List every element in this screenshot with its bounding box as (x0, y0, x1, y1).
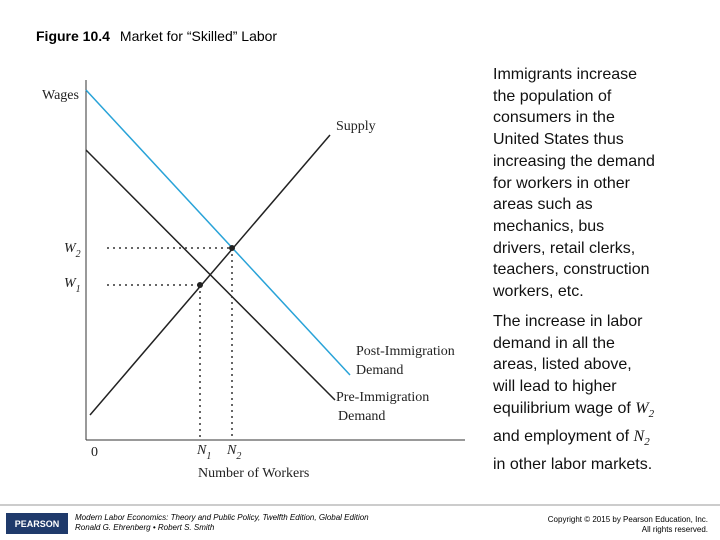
supply-label: Supply (336, 119, 376, 134)
text-line: and employment of N2 (493, 426, 654, 454)
logo: PEARSON (15, 519, 60, 529)
pre-demand-curve (85, 149, 336, 401)
w2-letter: W (64, 241, 77, 256)
text-line: in other labor markets. (493, 455, 653, 473)
figure-number: Figure 10.4 (36, 28, 110, 44)
n1-letter: N (196, 443, 207, 458)
paragraph: The increase in labor demand in all the ar… (493, 311, 654, 475)
text-line: areas such as (493, 196, 593, 214)
n1-label: N1 (196, 443, 211, 462)
text-line: areas, listed above, (493, 356, 632, 374)
y-axis-label: Wages (42, 88, 79, 103)
x-axis-label: Number of Workers (198, 466, 309, 481)
text-line: consumers in the (493, 109, 615, 127)
text-line: equilibrium wage of W2 (493, 398, 654, 426)
book: Modern Labor Economics: Theory and Publi… (75, 513, 369, 522)
post-demand-label: Demand (356, 363, 403, 378)
n1-sub: 1 (206, 451, 211, 462)
text-line: demand in all the (493, 334, 615, 352)
text-line: workers, etc. (493, 283, 584, 301)
text-line: teachers, construction (493, 261, 650, 279)
pre-demand-label: Pre-Immigration (336, 390, 429, 405)
lines: The increase in labor demand in all the ar… (493, 311, 654, 398)
paragraph: Immigrants increase the population of cons… (493, 64, 655, 303)
text: and employment of (493, 427, 634, 445)
text-line: for workers in other (493, 174, 630, 192)
w1-sub: 1 (76, 284, 81, 295)
text-line: will lead to higher (493, 378, 617, 396)
symbol: N (633, 427, 645, 445)
post-demand-label: Post-Immigration (356, 344, 455, 359)
n2-letter: N (226, 443, 237, 458)
text-line: increasing the demand (493, 152, 655, 170)
authors: Ronald G. Ehrenberg • Robert S. Smith (75, 523, 215, 532)
w2-label: W2 (64, 241, 81, 260)
pre-demand-label: Demand (338, 409, 385, 424)
new-equilibrium (229, 245, 235, 251)
text-line: drivers, retail clerks, (493, 239, 636, 257)
figure-title: Market for “Skilled” Labor (119, 28, 278, 44)
w2-sub: 2 (76, 249, 81, 260)
text: equilibrium wage of (493, 399, 636, 417)
header: Figure 10.4 Market for “Skilled” Labor (36, 28, 277, 44)
w1-label: W1 (64, 276, 81, 295)
text-line: Immigrants increase (493, 66, 638, 83)
text-line: United States thus (493, 131, 624, 149)
logo-box (6, 513, 68, 534)
n2-sub: 2 (236, 451, 241, 462)
n2-label: N2 (226, 443, 241, 462)
text-line: The increase in labor (493, 313, 643, 330)
subscript: 2 (648, 408, 655, 420)
post-demand-curve (85, 89, 351, 376)
subscript: 2 (644, 435, 650, 448)
copyright: Copyright © 2015 by Pearson Education, I… (548, 515, 708, 535)
w1-letter: W (64, 276, 77, 291)
old-equilibrium (197, 282, 203, 288)
book-credit: Modern Labor Economics: Theory and Publi… (75, 513, 369, 533)
symbol: W (635, 399, 649, 417)
copyright-line: Copyright © 2015 by Pearson Education, I… (547, 515, 708, 524)
rights-line: All rights reserved. (641, 525, 708, 534)
origin-label: 0 (91, 445, 98, 460)
text-line: mechanics, bus (493, 217, 605, 235)
text-line: the population of (493, 87, 612, 105)
